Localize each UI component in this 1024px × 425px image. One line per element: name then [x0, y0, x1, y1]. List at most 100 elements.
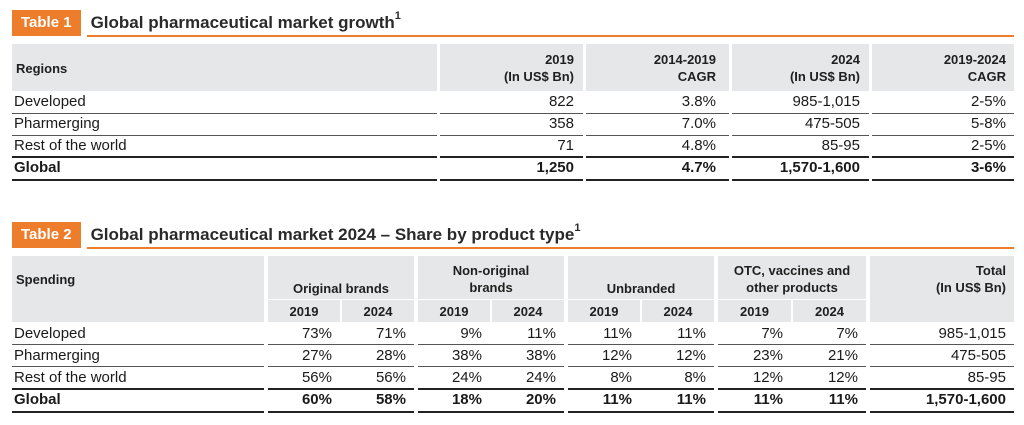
t1-row1-region: Developed — [14, 93, 86, 110]
t2-subheader-divider — [418, 299, 564, 300]
t1-row4-cagr2: 3-6% — [970, 159, 1006, 176]
t1-rule-thick — [586, 156, 729, 158]
t2-row2-value: 23% — [752, 347, 783, 364]
t1-rule — [12, 113, 437, 114]
t2-rule-thick — [568, 388, 714, 390]
table2-caption: Table 2 Global pharmaceutical market 202… — [12, 222, 580, 248]
t2-header-total: Total (In US$ Bn) — [935, 263, 1006, 295]
t2-rule — [268, 366, 414, 367]
t2-subheader-2019: 2019 — [589, 304, 619, 319]
t2-rule — [568, 344, 714, 345]
t2-row4-value: 18% — [451, 391, 482, 408]
t2-header-nonoriginal: Non-original brands — [452, 263, 530, 295]
t2-subheader-divider — [340, 300, 342, 322]
t1-row1-2019: 822 — [548, 93, 574, 110]
t1-rule — [732, 135, 869, 136]
t1-row3-2019: 71 — [557, 137, 574, 154]
t2-rule-thick — [870, 388, 1014, 390]
t1-rule-thick — [732, 179, 869, 181]
t2-subheader-2024: 2024 — [363, 304, 393, 319]
t1-row1-cagr1: 3.8% — [681, 93, 716, 110]
t2-rule — [568, 366, 714, 367]
t2-row3-value: 12% — [827, 369, 858, 386]
t2-rule-thick — [268, 411, 414, 413]
t2-subheader-2024: 2024 — [513, 304, 543, 319]
t1-row4-2019: 1,250 — [536, 159, 574, 176]
t2-header-otc: OTC, vaccines and other products — [733, 263, 851, 295]
t2-subheader-divider — [791, 300, 793, 322]
t1-row2-cagr1: 7.0% — [681, 115, 716, 132]
t1-rule-thick — [872, 179, 1014, 181]
t2-subheader-divider — [640, 300, 642, 322]
t2-row3-value: 24% — [525, 369, 556, 386]
t1-row3-region: Rest of the world — [14, 137, 127, 154]
table2-title: Global pharmaceutical market 2024 – Shar… — [90, 222, 581, 244]
t1-rule-thick — [12, 179, 437, 181]
t2-row2-label: Pharmerging — [14, 347, 100, 364]
t2-row1-value: 11% — [677, 325, 706, 342]
t1-rule-thick — [440, 156, 583, 158]
t1-rule-thick — [440, 179, 583, 181]
t2-row1-total: 985-1,015 — [938, 325, 1006, 342]
t2-row1-value: 7% — [761, 325, 783, 342]
t1-header-cell-2024 — [732, 44, 869, 91]
t2-header-spending: Spending — [16, 272, 76, 287]
t2-subheader-divider — [490, 300, 492, 322]
t2-header-cell-total — [870, 256, 1014, 322]
t1-row3-cagr1: 4.8% — [681, 137, 716, 154]
t1-rule — [586, 113, 729, 114]
t2-row1-value: 7% — [836, 325, 858, 342]
t2-row4-value: 11% — [602, 391, 632, 408]
t2-row1-value: 73% — [301, 325, 332, 342]
t2-row4-value: 11% — [828, 391, 858, 408]
t2-subheader-divider — [568, 299, 714, 300]
t1-header-cell-regions — [12, 44, 437, 91]
t1-row1-2024: 985-1,015 — [792, 93, 860, 110]
t1-rule — [440, 135, 583, 136]
t2-subheader-divider — [268, 299, 414, 300]
t2-rule — [870, 344, 1014, 345]
t1-row2-2019: 358 — [548, 115, 574, 132]
t2-row2-value: 12% — [675, 347, 706, 364]
t1-header-cagr2: 2019-2024 CAGR — [943, 52, 1006, 84]
t2-row2-value: 38% — [451, 347, 482, 364]
t1-row2-2024: 475-505 — [804, 115, 860, 132]
t2-rule-thick — [418, 388, 564, 390]
t1-row4-2024: 1,570-1,600 — [779, 159, 860, 176]
t2-row4-total: 1,570-1,600 — [925, 391, 1006, 408]
t2-subheader-divider — [718, 299, 866, 300]
t2-rule — [870, 366, 1014, 367]
t2-row4-value: 11% — [753, 391, 783, 408]
t2-row3-value: 8% — [610, 369, 632, 386]
t2-row3-value: 12% — [752, 369, 783, 386]
t2-header-unbranded: Unbranded — [606, 281, 676, 296]
t2-row2-value: 21% — [827, 347, 858, 364]
t1-row2-cagr2: 5-8% — [970, 115, 1006, 132]
t1-header-cell-cagr1 — [586, 44, 729, 91]
t2-rule — [268, 344, 414, 345]
t2-row4-label: Global — [14, 391, 61, 408]
t2-row4-value: 58% — [375, 391, 406, 408]
t2-row3-value: 8% — [684, 369, 706, 386]
t1-rule — [872, 135, 1014, 136]
table2-title-rule — [87, 247, 1014, 249]
t1-row4-region: Global — [14, 159, 61, 176]
t2-row2-value: 27% — [301, 347, 332, 364]
t1-rule — [586, 135, 729, 136]
t2-rule — [418, 344, 564, 345]
t2-row3-value: 24% — [451, 369, 482, 386]
table2-tag: Table 2 — [12, 222, 81, 248]
t2-rule — [12, 344, 264, 345]
t2-row3-value: 56% — [375, 369, 406, 386]
t1-header-cell-cagr2 — [872, 44, 1014, 91]
t2-rule-thick — [870, 411, 1014, 413]
t1-rule — [440, 113, 583, 114]
t2-row2-value: 12% — [601, 347, 632, 364]
table1-tag: Table 1 — [12, 10, 81, 36]
t2-subheader-2019: 2019 — [289, 304, 319, 319]
t2-row4-value: 20% — [525, 391, 556, 408]
t1-rule — [12, 135, 437, 136]
t1-header-2019: 2019 (In US$ Bn) — [503, 52, 574, 84]
t1-rule-thick — [732, 156, 869, 158]
t1-header-cagr1: 2014-2019 CAGR — [653, 52, 716, 84]
